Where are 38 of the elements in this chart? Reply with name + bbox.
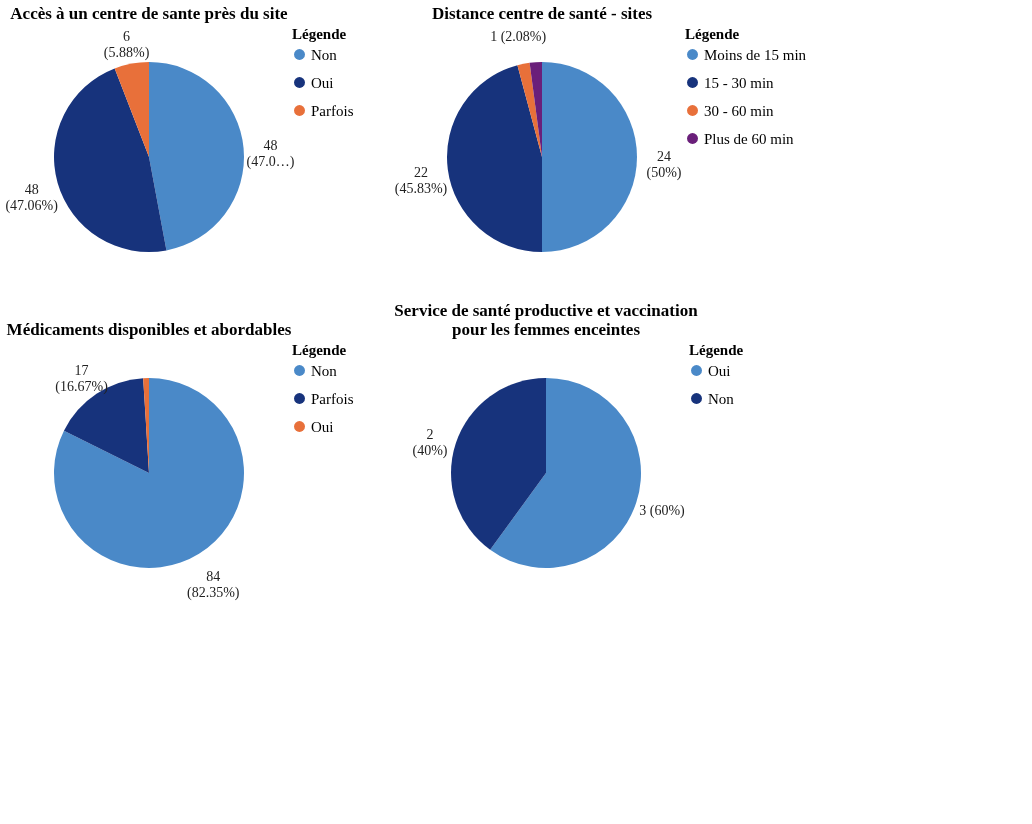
legend-label: Plus de 60 min: [704, 130, 795, 147]
legend-label: 30 - 60 min: [704, 102, 775, 119]
legend-label: Oui: [311, 74, 334, 91]
pie-slice: [490, 378, 641, 568]
data-label: 24 (50%): [646, 149, 682, 181]
data-label: 3 (60%): [639, 502, 686, 519]
pie-slice: [114, 62, 149, 157]
chart-title: Médicaments disponibles et abordables: [6, 320, 292, 339]
legend-title: Légende: [292, 342, 347, 358]
chart-title: Distance centre de santé - sites: [431, 4, 653, 23]
legend-label: Non: [311, 362, 338, 379]
legend-label: Oui: [708, 362, 731, 379]
data-label: 22 (45.83%): [394, 164, 448, 197]
data-label: 48 (47.0…): [246, 137, 295, 170]
pie-slice: [451, 378, 546, 550]
legend-label: Non: [708, 390, 735, 407]
pie-slice: [517, 62, 542, 157]
data-label: 2 (40%): [412, 427, 448, 460]
chart-title: Service de santé productive et vaccination pour les femmes enceintes: [394, 301, 699, 339]
legend-label: 15 - 30 min: [704, 74, 775, 91]
legend-label: Parfois: [311, 390, 354, 407]
legend-title: Légende: [685, 26, 740, 42]
legend-label: Oui: [311, 418, 334, 435]
data-label: 48 (47.06%): [5, 182, 59, 215]
legend-title: Légende: [689, 342, 744, 358]
pie-slice: [542, 62, 637, 252]
data-label: 1 (2.08%): [490, 29, 547, 46]
legend-title: Légende: [292, 26, 347, 42]
legend-label: Parfois: [311, 102, 354, 119]
pie-slice: [447, 65, 542, 252]
chart-title: Accès à un centre de sante près du site: [10, 4, 289, 23]
pie-slice: [54, 378, 244, 568]
legend-label: Moins de 15 min: [704, 46, 807, 63]
data-label: 84 (82.35%): [186, 568, 240, 601]
data-label: 17 (16.67%): [55, 363, 109, 396]
data-label: 6 (5.88%): [103, 29, 150, 62]
pie-slice: [149, 62, 244, 251]
legend-label: Non: [311, 46, 338, 63]
